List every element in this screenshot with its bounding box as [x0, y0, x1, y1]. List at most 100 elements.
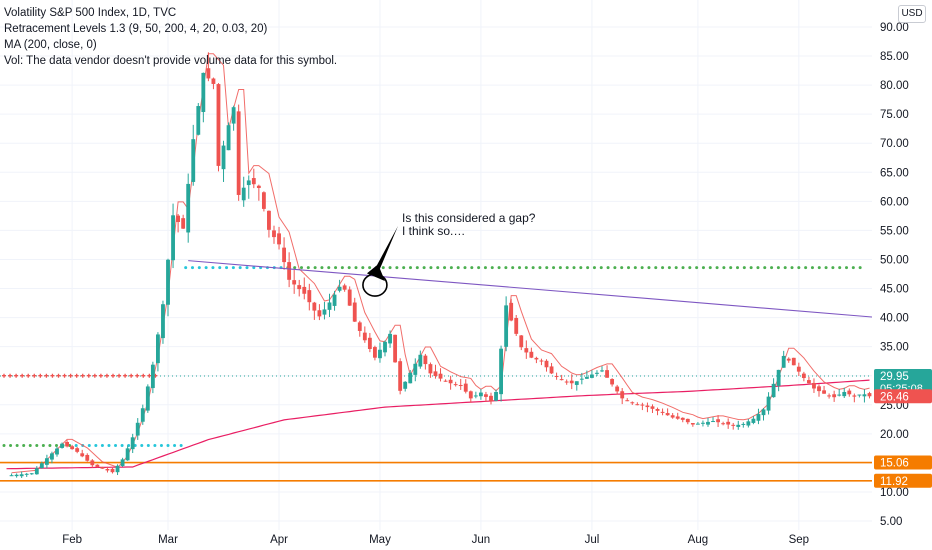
- level-dot: [197, 266, 201, 270]
- legend-volume-note: Vol: The data vendor doesn't provide vol…: [4, 55, 338, 67]
- level-dot: [647, 266, 651, 270]
- candle-body: [9, 475, 14, 477]
- candle-body: [529, 351, 534, 358]
- candle-body: [655, 408, 660, 411]
- trendline: [188, 260, 873, 318]
- level-dot: [299, 266, 303, 270]
- candle-body: [140, 408, 145, 422]
- candle-body: [302, 286, 307, 294]
- candle-body: [29, 473, 34, 475]
- candle-body: [519, 335, 524, 348]
- candle-body: [736, 424, 741, 427]
- candle-body: [60, 443, 64, 448]
- candle-body: [842, 391, 847, 397]
- level-dot: [252, 266, 256, 270]
- candle-body: [312, 302, 317, 311]
- candle-body: [625, 400, 630, 402]
- candle-body: [130, 437, 135, 450]
- candle-body: [801, 373, 806, 379]
- level-dot: [545, 266, 549, 270]
- candle-body: [761, 409, 766, 416]
- level-dot: [306, 266, 310, 270]
- candle-body: [135, 422, 140, 436]
- candle-body: [549, 366, 554, 374]
- candle-body: [443, 380, 448, 382]
- level-dot: [749, 266, 753, 270]
- level-cross: [117, 373, 122, 378]
- level-cross: [62, 373, 67, 378]
- candle-body: [448, 379, 453, 384]
- level-dot: [838, 266, 842, 270]
- candle-body: [388, 333, 392, 344]
- level-dot: [327, 266, 331, 270]
- candle-body: [776, 369, 781, 386]
- level-cross: [56, 373, 61, 378]
- candle-body: [847, 390, 852, 395]
- candle-body: [812, 382, 816, 389]
- annotation-arrow: [366, 226, 398, 281]
- level-dot: [592, 266, 596, 270]
- level-dot: [688, 266, 692, 270]
- level-dot: [599, 266, 603, 270]
- candle-body: [216, 84, 221, 166]
- candle-body: [378, 349, 382, 359]
- y-tick-label: 20.00: [880, 429, 909, 441]
- currency-button[interactable]: USD: [898, 5, 926, 23]
- level-dot: [120, 443, 124, 447]
- candle-body: [80, 453, 85, 457]
- x-tick-label: Mar: [158, 534, 178, 546]
- candle-body: [731, 424, 736, 426]
- annotation-line-2: I think so.…: [402, 224, 466, 238]
- y-tick-label: 10.00: [880, 487, 909, 499]
- candle-body: [221, 145, 226, 170]
- candle-body: [660, 411, 665, 413]
- level-cross: [20, 373, 25, 378]
- level-dot: [776, 266, 780, 270]
- candle-body: [438, 373, 443, 379]
- level-dot: [654, 266, 658, 270]
- level-dot: [28, 443, 32, 447]
- candle-body: [161, 304, 165, 339]
- candle-body: [504, 305, 509, 347]
- candle-body: [317, 310, 322, 317]
- level-cross: [26, 373, 31, 378]
- x-tick-label: Sep: [789, 534, 809, 546]
- candle-body: [156, 334, 160, 364]
- x-tick-label: Jun: [472, 534, 491, 546]
- candle-body: [544, 360, 549, 368]
- legend-indicator-ma[interactable]: MA (200, close, 0): [4, 39, 97, 51]
- legend-title[interactable]: Volatility S&P 500 Index, 1D, TVC: [4, 7, 177, 19]
- level-dot: [41, 443, 45, 447]
- level-dot: [153, 443, 157, 447]
- candle-body: [574, 381, 579, 385]
- level-dot: [190, 266, 194, 270]
- candle-body: [50, 453, 54, 460]
- level-dot: [858, 266, 862, 270]
- level-dot: [238, 266, 242, 270]
- level-dot: [114, 443, 118, 447]
- candle-body: [55, 448, 59, 455]
- level-dot: [552, 266, 556, 270]
- level-cross: [38, 373, 43, 378]
- level-dot: [443, 266, 447, 270]
- candle-body: [90, 460, 95, 466]
- candle-body: [176, 215, 181, 222]
- candle-body: [403, 381, 408, 389]
- candle-body: [610, 379, 615, 385]
- legend-indicator-retracement[interactable]: Retracement Levels 1.3 (9, 50, 200, 4, 2…: [4, 23, 268, 35]
- candle-body: [534, 357, 539, 360]
- candle-body: [584, 376, 589, 379]
- level-dot: [184, 266, 188, 270]
- candle-body: [282, 247, 286, 263]
- level-dot: [674, 266, 678, 270]
- level-dot: [531, 266, 535, 270]
- level-dot: [354, 266, 358, 270]
- level-cross: [111, 373, 116, 378]
- candle-body: [690, 423, 695, 425]
- level-dot: [518, 266, 522, 270]
- candle-body: [267, 210, 271, 230]
- level-dot: [579, 266, 583, 270]
- candle-body: [489, 395, 493, 402]
